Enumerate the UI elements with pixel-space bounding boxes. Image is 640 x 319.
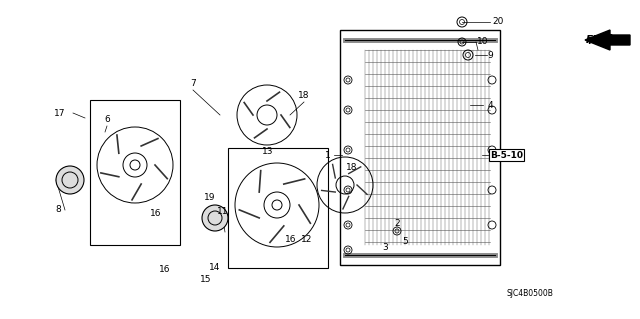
Text: FR.: FR. — [587, 38, 604, 47]
Polygon shape — [585, 30, 630, 50]
Text: 5: 5 — [402, 238, 408, 247]
Text: FR.: FR. — [586, 35, 605, 45]
Text: 19: 19 — [204, 194, 216, 203]
Text: 18: 18 — [298, 91, 310, 100]
Text: 9: 9 — [487, 50, 493, 60]
Text: 12: 12 — [301, 235, 313, 244]
Bar — [340, 30, 500, 265]
Circle shape — [202, 205, 228, 231]
Text: 4: 4 — [487, 100, 493, 109]
Text: 16: 16 — [159, 265, 171, 275]
Text: 15: 15 — [200, 276, 212, 285]
Text: 18: 18 — [346, 164, 358, 173]
Text: 17: 17 — [54, 108, 66, 117]
Circle shape — [56, 166, 84, 194]
Text: 11: 11 — [217, 207, 228, 217]
Text: 13: 13 — [262, 147, 274, 157]
Text: 7: 7 — [190, 78, 196, 87]
Text: 20: 20 — [492, 18, 504, 26]
Text: 10: 10 — [477, 38, 489, 47]
Bar — [90, 100, 180, 245]
Text: 6: 6 — [104, 115, 110, 124]
Text: 2: 2 — [394, 219, 400, 228]
Text: 16: 16 — [150, 209, 162, 218]
Text: B-5-10: B-5-10 — [490, 151, 523, 160]
Text: SJC4B0500B: SJC4B0500B — [507, 288, 554, 298]
Bar — [228, 148, 328, 268]
Text: 8: 8 — [55, 205, 61, 214]
Text: 1: 1 — [325, 151, 331, 160]
Text: 3: 3 — [382, 243, 388, 253]
Text: 14: 14 — [209, 263, 221, 271]
Text: 16: 16 — [285, 235, 297, 244]
